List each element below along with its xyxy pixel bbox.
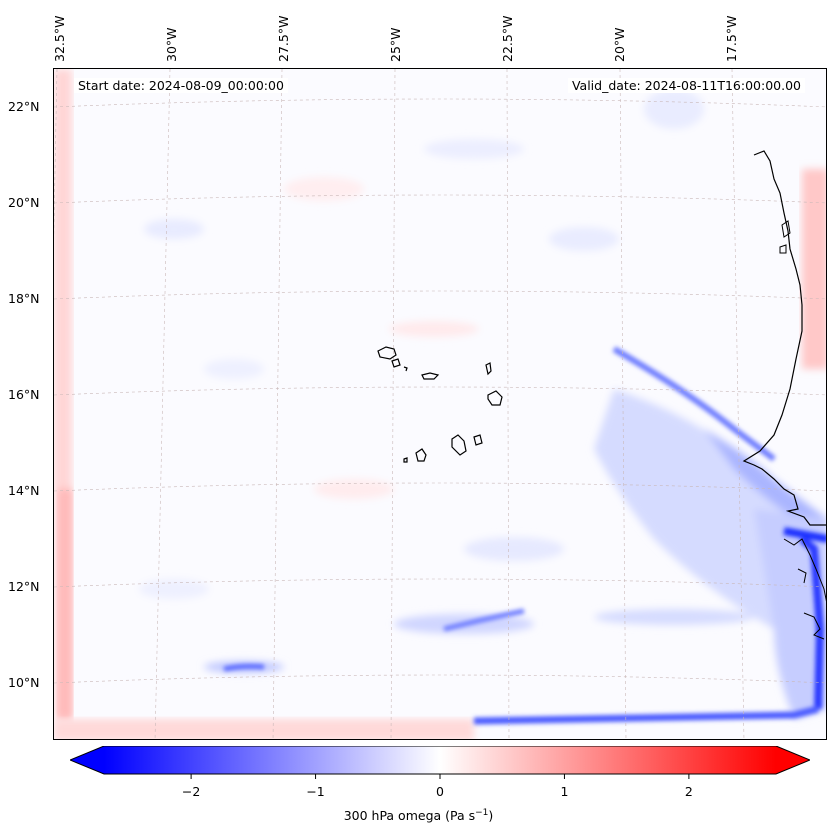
colorbar-label-text: 300 hPa omega (Pa s: [343, 808, 476, 824]
graticule: [54, 69, 826, 739]
weak-omega-patches: [139, 89, 704, 599]
colorbar-body: [104, 746, 776, 774]
lat-label: 12°N: [8, 579, 40, 594]
colorbar-tick-label: −2: [181, 784, 201, 799]
colorbar-tick-label: −1: [306, 784, 325, 799]
lon-label: 22.5°W: [500, 15, 515, 62]
valid-date-label: Valid_date: 2024-08-11T16:00:00.00: [567, 78, 805, 93]
right-edge-band: [802, 169, 826, 369]
colorbar-min-extend: [70, 746, 104, 774]
colorbar-tick-label: 0: [436, 784, 444, 799]
colorbar-max-extend: [776, 746, 810, 774]
omega-field-map: [54, 69, 826, 739]
lon-label: 25°W: [388, 27, 403, 62]
map-panel: [53, 68, 827, 740]
lon-label: 17.5°W: [724, 15, 739, 62]
lat-label: 16°N: [8, 387, 40, 402]
lat-label: 18°N: [8, 291, 40, 306]
lat-label: 22°N: [8, 99, 40, 114]
lon-label: 32.5°W: [52, 15, 67, 62]
colorbar-label-exponent: −1: [475, 808, 489, 818]
lat-label: 20°N: [8, 195, 40, 210]
cabo-verde-islands: [377, 346, 503, 463]
lon-label: 20°W: [612, 27, 627, 62]
colorbar-tick-label: 2: [684, 784, 693, 799]
colorbar-label: 300 hPa omega (Pa s−1): [0, 808, 837, 823]
colorbar-tick-label: 1: [560, 784, 569, 799]
strong-ascent-lines: [223, 346, 826, 725]
bottom-edge-band: [54, 719, 474, 739]
lon-label: 27.5°W: [276, 15, 291, 62]
start-date-label: Start date: 2024-08-09_00:00:00: [74, 78, 288, 93]
coastline: [742, 150, 826, 526]
lat-label: 10°N: [8, 675, 40, 690]
field-background: [54, 69, 826, 739]
guinea-coast: [783, 538, 826, 640]
lon-label: 30°W: [164, 27, 179, 62]
colorbar-label-close: ): [488, 808, 494, 824]
lat-label: 14°N: [8, 483, 40, 498]
colorbar: [70, 746, 810, 779]
